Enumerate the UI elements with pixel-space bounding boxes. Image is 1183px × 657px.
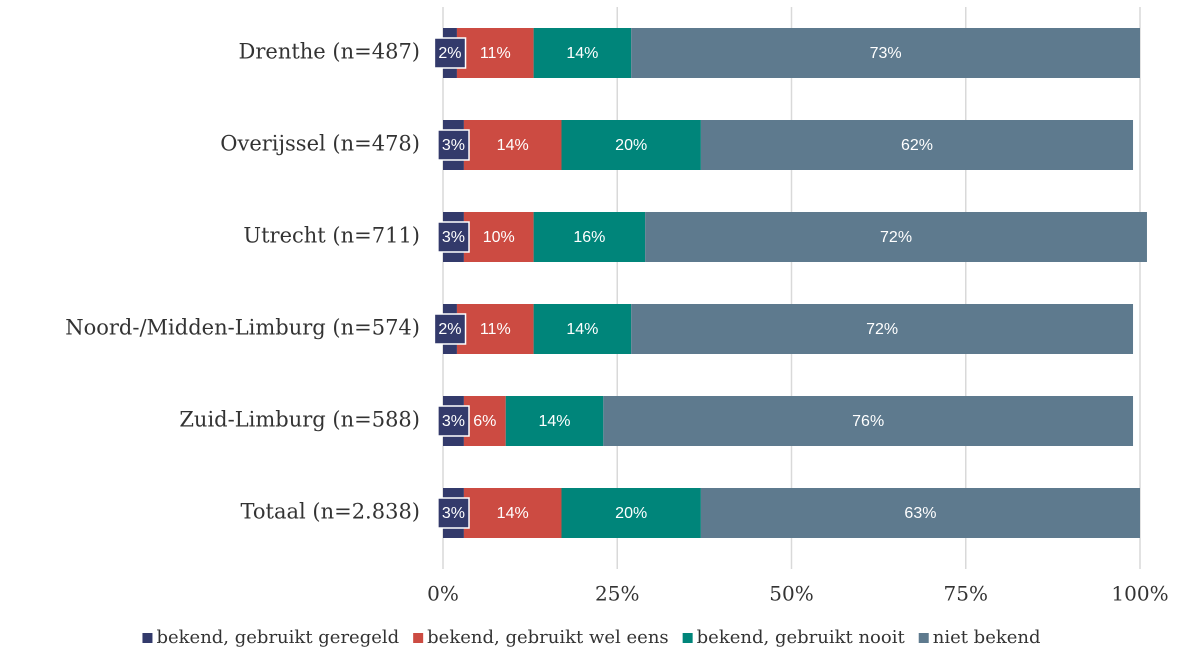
bar-segment [505,396,604,446]
legend-label: bekend, gebruikt wel eens [427,627,668,648]
value-label-group: 63% [904,505,936,522]
value-label: 14% [539,413,571,430]
value-label-group: 20% [615,505,647,522]
value-label-group: 3% [437,221,470,253]
value-label: 63% [904,505,936,522]
bar-segment [631,304,1134,354]
value-label: 3% [442,137,465,154]
value-label-box [437,129,470,161]
legend-swatch [413,633,424,643]
x-tick-label: 0% [427,582,459,606]
value-label-group: 14% [566,321,598,338]
value-label-group: 11% [480,45,511,62]
bar-segment [456,304,534,354]
value-label: 20% [615,505,647,522]
legend-swatch [918,633,929,643]
value-label: 20% [615,137,647,154]
value-label: 76% [852,413,884,430]
x-tick-label: 25% [595,582,639,606]
value-label: 62% [901,137,933,154]
value-label-group: 3% [437,129,470,161]
bar-segment [463,396,506,446]
value-label-group: 2% [433,313,467,345]
value-label-group: 3% [437,405,470,437]
value-label: 6% [473,413,496,430]
value-label: 3% [442,505,465,522]
bar-segment [533,212,646,262]
category-label: Totaal (n=2.838) [240,500,420,524]
value-label: 14% [566,45,598,62]
bar-segment [463,212,534,262]
value-label: 14% [497,505,529,522]
value-label-group: 11% [480,321,511,338]
bar-segment [533,28,632,78]
x-tick-label: 100% [1111,582,1168,606]
value-label-group: 10% [483,229,515,246]
category-label: Utrecht (n=711) [243,224,420,248]
value-label-box [437,221,470,253]
value-label: 14% [497,137,529,154]
bar-segment [561,488,701,538]
legend: bekend, gebruikt geregeld bekend, gebruik… [142,627,1041,648]
bar-segment [700,120,1134,170]
value-label: 3% [442,229,465,246]
value-label-group: 6% [473,413,496,430]
value-label-box [437,405,470,437]
category-label: Drenthe (n=487) [239,40,420,64]
value-label-group: 2% [433,37,467,69]
value-label: 2% [438,45,461,62]
legend-label: niet bekend [933,627,1041,648]
value-label-group: 14% [497,137,529,154]
category-label: Overijssel (n=478) [220,132,420,156]
value-label: 16% [573,229,605,246]
value-label-box [433,313,467,345]
value-label: 11% [480,321,511,338]
legend-swatch [682,633,693,643]
value-label-group: 72% [880,229,912,246]
legend-swatch [142,633,153,643]
value-label: 14% [566,321,598,338]
value-label: 2% [438,321,461,338]
value-label-group: 62% [901,137,933,154]
value-label-box [433,37,467,69]
bar-segment [645,212,1147,262]
value-label: 73% [870,45,902,62]
bar-segment [631,28,1140,78]
value-label-group: 72% [866,321,898,338]
bar-segment [463,120,562,170]
category-label: Noord-/Midden-Limburg (n=574) [65,316,420,340]
value-label-group: 16% [573,229,605,246]
bar-segment [561,120,701,170]
value-label-box [437,497,470,529]
x-tick-label: 50% [769,582,813,606]
category-label: Zuid-Limburg (n=588) [179,408,420,432]
bar-segment [463,488,562,538]
value-label: 10% [483,229,515,246]
value-label-group: 14% [566,45,598,62]
value-label-group: 14% [539,413,571,430]
legend-label: bekend, gebruikt geregeld [156,627,399,648]
x-tick-label: 75% [944,582,988,606]
value-label: 72% [866,321,898,338]
value-label: 11% [480,45,511,62]
value-label-group: 14% [497,505,529,522]
value-label: 72% [880,229,912,246]
bar-segment [700,488,1140,538]
bar-segment [533,304,632,354]
value-label-group: 76% [852,413,884,430]
legend-label: bekend, gebruikt nooit [697,627,906,648]
bar-segment [603,396,1134,446]
value-label-group: 3% [437,497,470,529]
value-label-group: 20% [615,137,647,154]
value-label-group: 73% [870,45,902,62]
bar-segment [456,28,534,78]
value-label: 3% [442,413,465,430]
